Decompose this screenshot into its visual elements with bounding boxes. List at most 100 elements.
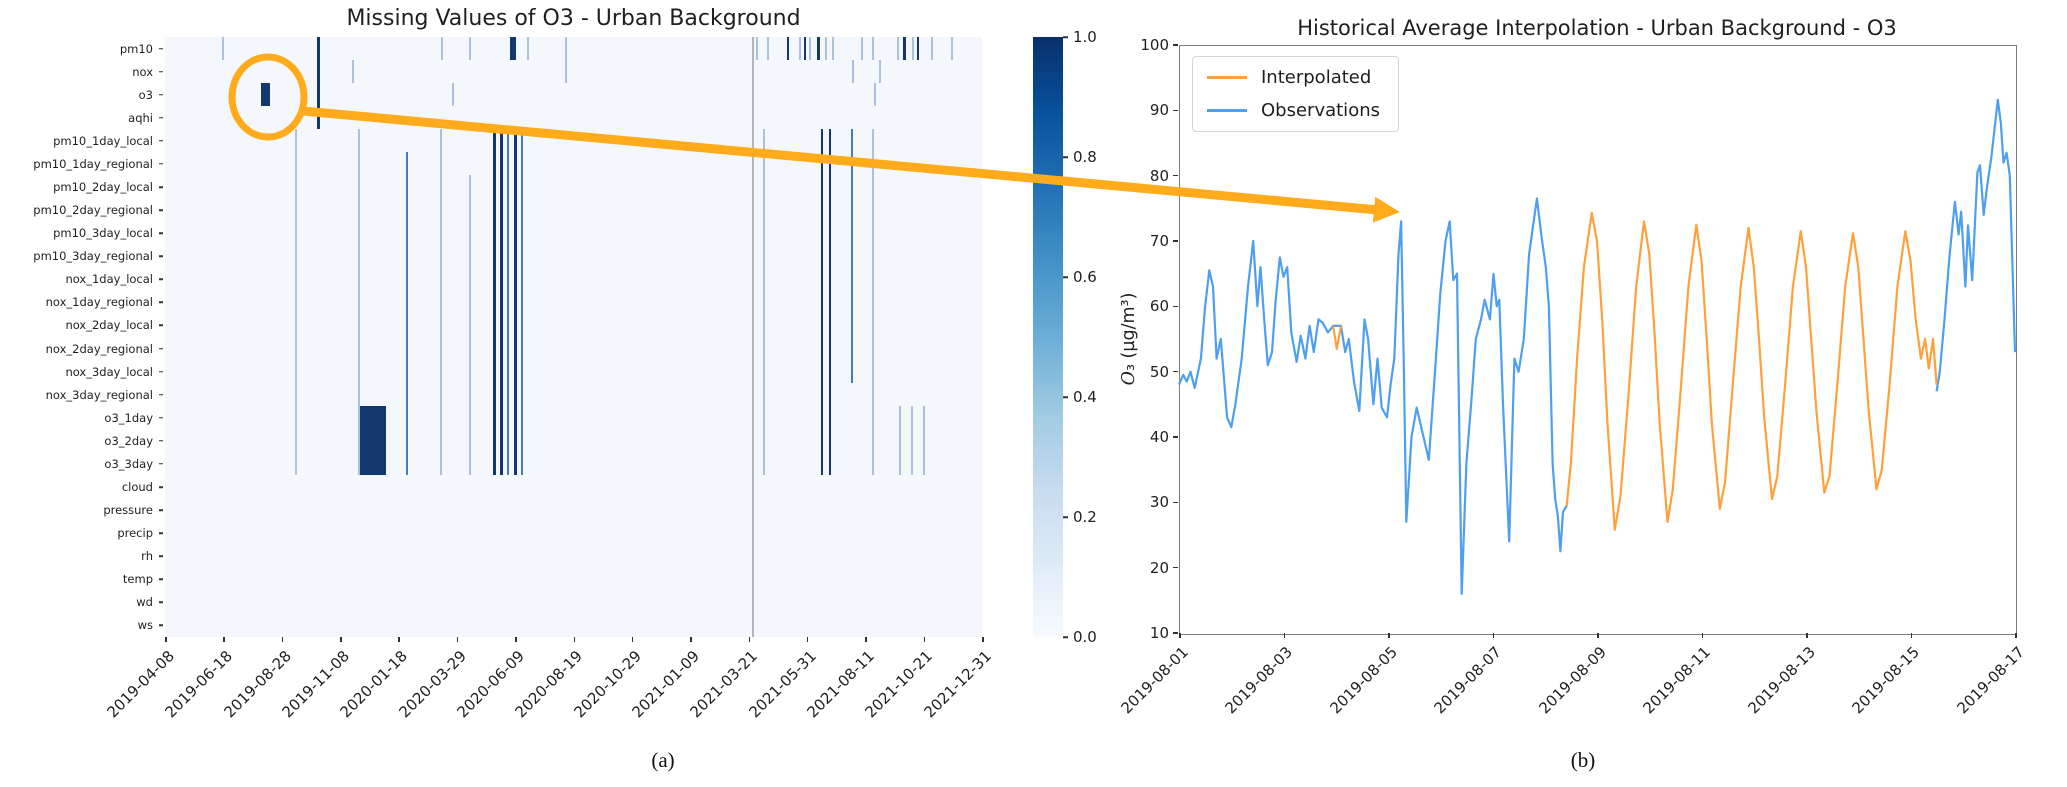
line-x-tick [1806, 633, 1808, 638]
missing-value-bar [879, 60, 882, 84]
heatmap-row-label: nox_2day_local [65, 318, 153, 333]
heatmap-x-tick [982, 637, 984, 642]
heatmap-row-label: precip [117, 526, 153, 541]
missing-value-bar [930, 37, 933, 61]
colorbar-tick-label: 0.0 [1073, 628, 1097, 646]
train-test-separator-line [752, 37, 754, 637]
heatmap-row-label: nox_3day_local [65, 364, 153, 379]
missing-value-bar [451, 83, 454, 107]
heatmap-row-label: pressure [103, 503, 153, 518]
heatmap-y-tick [159, 532, 163, 534]
heatmap-y-tick [159, 301, 163, 304]
heatmap-y-tick [159, 417, 163, 419]
heatmap-row-label: cloud [121, 480, 153, 494]
heatmap-row-label: ws [137, 618, 153, 633]
line-y-tick [1173, 240, 1178, 242]
line-y-tick [1173, 174, 1178, 177]
line-y-tick [1173, 436, 1178, 438]
heatmap-row-label: nox_1day_regional [45, 295, 153, 310]
missing-value-bar [440, 37, 443, 61]
missing-value-bar [872, 37, 874, 61]
line-x-tick [1597, 633, 1599, 638]
heatmap-y-tick [159, 555, 163, 557]
missing-value-bar [798, 37, 801, 61]
line-y-tick-label: 20 [1149, 558, 1169, 577]
heatmap-x-tick [398, 637, 400, 642]
subplot-caption-a: (a) [651, 748, 675, 772]
heatmap-y-tick [159, 93, 163, 96]
line-y-tick-label: 60 [1149, 297, 1169, 316]
heatmap-y-tick [159, 117, 163, 119]
line-y-tick [1173, 370, 1178, 373]
missing-value-bar [763, 129, 765, 476]
line-x-tick [1388, 633, 1390, 638]
line-y-tick-label: 100 [1140, 36, 1169, 54]
missing-value-bar [809, 37, 812, 61]
missing-value-bar [923, 406, 925, 476]
missing-value-bar [831, 37, 834, 61]
colorbar-tick-label: 0.4 [1073, 388, 1097, 406]
line-y-tick [1173, 632, 1178, 634]
missing-value-bar [825, 37, 828, 61]
heatmap-row-label: nox_3day_regional [45, 387, 153, 402]
line-x-tick [1492, 633, 1494, 638]
missing-value-bar [499, 129, 503, 476]
heatmap-x-tick [631, 637, 634, 642]
heatmap-y-tick [159, 578, 163, 581]
colorbar-tick-label: 0.6 [1073, 268, 1097, 286]
heatmap-x-tick [573, 637, 575, 642]
missing-value-bar [916, 37, 919, 61]
missing-value-bar [360, 406, 386, 476]
heatmap-row-label: pm10_2day_regional [33, 203, 153, 218]
heatmap-row-label: aqhi [128, 110, 153, 125]
heatmap-y-tick [159, 440, 163, 442]
heatmap-row-label: pm10_1day_local [53, 133, 153, 148]
missing-value-bar [295, 129, 297, 476]
heatmap-y-tick [159, 347, 163, 350]
line-y-tick-label: 70 [1149, 232, 1169, 250]
missing-value-bar [851, 60, 854, 84]
line-y-tick-label: 90 [1149, 101, 1169, 120]
heatmap-row-label: pm10_2day_local [53, 180, 153, 194]
missing-value-bar [439, 129, 442, 476]
colorbar-tick [1063, 36, 1068, 38]
missing-value-bar [316, 37, 320, 130]
heatmap-y-tick [159, 370, 163, 373]
heatmap-y-tick [159, 255, 163, 257]
line-y-tick-label: 50 [1149, 362, 1169, 381]
missing-value-bar [828, 129, 832, 476]
line-x-tick [1701, 633, 1703, 638]
missing-value-bar [351, 60, 354, 84]
heatmap-y-tick [159, 209, 163, 211]
line-y-tick-label: 30 [1149, 493, 1169, 512]
line-x-tick [1283, 633, 1285, 638]
missing-value-bar [872, 129, 874, 476]
missing-value-bar [358, 129, 361, 476]
heatmap-x-tick [165, 637, 167, 642]
missing-value-bar [521, 129, 524, 476]
legend: Interpolated Observations [1192, 56, 1399, 132]
line-y-tick-label: 10 [1149, 624, 1169, 642]
heatmap-row-label: rh [141, 549, 153, 564]
legend-line-swatch [1207, 76, 1247, 79]
missing-value-bar [911, 37, 914, 61]
line-x-tick [1910, 633, 1912, 638]
series-observations [1177, 197, 1568, 595]
heatmap-x-tick [456, 637, 459, 642]
legend-entry-label: Observations [1261, 100, 1380, 121]
missing-value-bar [911, 406, 913, 476]
missing-value-bar [951, 37, 954, 61]
heatmap-row-label: nox [132, 64, 153, 79]
missing-value-bar [513, 129, 517, 476]
legend-line-swatch [1207, 109, 1247, 112]
colorbar-tick [1063, 396, 1068, 398]
missing-value-bar [767, 37, 770, 61]
line-y-tick-label: 80 [1149, 166, 1169, 185]
colorbar-tick-label: 1.0 [1073, 28, 1097, 46]
missing-value-bar [755, 37, 758, 61]
heatmap-y-tick [159, 163, 163, 165]
missing-value-bar [405, 152, 408, 476]
missing-value-bar [564, 37, 567, 84]
